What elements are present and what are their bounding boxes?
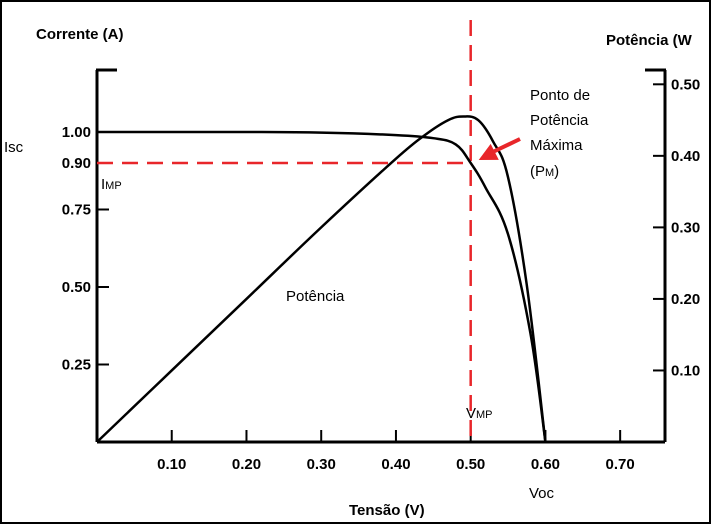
y-right-tick-label: 0.50: [671, 76, 700, 93]
x-tick-label: 0.50: [456, 456, 485, 473]
power-curve: [96, 115, 547, 443]
mpp-arrow: [478, 137, 521, 160]
voc-label: Voc: [529, 485, 555, 502]
vmp-sub: MP: [476, 409, 493, 421]
y-right-tick-label: 0.10: [671, 362, 700, 379]
imp-label: IMP: [101, 176, 122, 193]
y-left-tick-label: 1.00: [62, 124, 91, 141]
isc-label: Isc: [4, 139, 24, 156]
imp-main: I: [101, 176, 105, 193]
y-right-tick-label: 0.40: [671, 148, 700, 165]
mpp-arrow-shaft: [489, 137, 521, 155]
mpp-text-line1: Ponto de: [530, 87, 590, 104]
mpp-text-line4: (PM): [530, 163, 559, 180]
y-left-tick-label: 0.75: [62, 202, 91, 219]
vmp-main: V: [466, 405, 476, 422]
x-axis-title: Tensão (V): [349, 502, 425, 519]
power-curve-label: Potência: [286, 288, 345, 305]
y-left-tick-label: 0.25: [62, 357, 91, 374]
curves: [96, 115, 547, 443]
y-right-tick-label: 0.30: [671, 219, 700, 236]
mpp-text-line3: Máxima: [530, 137, 583, 154]
x-tick-label: 0.30: [307, 456, 336, 473]
mpp-guides: [97, 20, 472, 442]
y-left-axis-title: Corrente (A): [36, 26, 124, 43]
x-tick-label: 0.70: [606, 456, 635, 473]
y-right-axis-title: Potência (W: [606, 32, 693, 49]
current-curve: [97, 130, 547, 443]
x-tick-label: 0.40: [381, 456, 410, 473]
mpp-pm-pre: (P: [530, 163, 545, 180]
y-right-tick-label: 0.20: [671, 291, 700, 308]
vmp-label: VMP: [466, 405, 493, 422]
mpp-text-line2: Potência: [530, 112, 589, 129]
x-tick-label: 0.10: [157, 456, 186, 473]
x-tick-label: 0.20: [232, 456, 261, 473]
y-left-tick-label: 0.90: [62, 155, 91, 172]
x-tick-label: 0.60: [531, 456, 560, 473]
ticks: 0.10 0.20 0.30 0.40 0.50 0.60 0.70 1.00 0.90 0.75…: [62, 76, 700, 473]
y-left-tick-label: 0.50: [62, 279, 91, 296]
mpp-arrow-head: [478, 143, 499, 160]
mpp-pm-post: ): [554, 163, 559, 180]
imp-sub: MP: [105, 180, 122, 192]
mpp-annotation: Ponto de Potência Máxima (PM): [530, 87, 590, 180]
mpp-pm-sub: M: [545, 167, 554, 179]
